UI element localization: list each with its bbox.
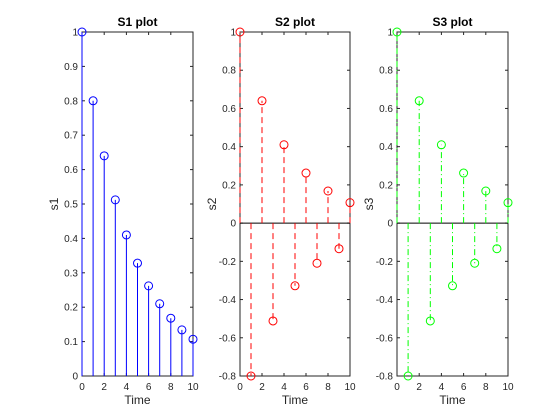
y-axis-label: s1 [47, 197, 61, 210]
chart-title: S2 plot [275, 15, 315, 29]
x-tick-label: 8 [325, 382, 331, 393]
y-tick-label: -0.8 [219, 372, 237, 383]
y-tick-label: 0.4 [379, 142, 393, 153]
y-tick-label: -0.6 [219, 333, 237, 344]
x-tick-label: 0 [79, 382, 85, 393]
stem-marker [177, 325, 187, 335]
axes-box [239, 31, 351, 377]
y-tick-label: 0 [230, 219, 236, 230]
y-tick-label: 0.2 [379, 180, 393, 191]
stem-marker [414, 96, 424, 106]
y-tick-label: 0.6 [64, 165, 78, 176]
chart-title: S1 plot [117, 15, 157, 29]
stem-marker [425, 316, 435, 326]
stem-marker [88, 96, 98, 106]
stem-marker [312, 258, 322, 268]
y-tick-label: -0.2 [219, 257, 237, 268]
y-tick-label: 0.6 [222, 104, 236, 115]
stem-marker [323, 186, 333, 196]
stem-marker [99, 151, 109, 161]
y-axis-label: s3 [362, 197, 376, 210]
subplot-s2: -0.8-0.6-0.4-0.200.20.40.60.810 2 4 6 8 10 S2… [205, 15, 356, 407]
y-tick-label: -0.6 [376, 333, 394, 344]
x-tick-label: 2 [259, 382, 265, 393]
y-tick-label: 0.4 [64, 234, 78, 245]
stem-marker [155, 299, 165, 309]
stem-marker [436, 140, 446, 150]
y-tick-label: 0.9 [64, 62, 78, 73]
axes-box [396, 31, 509, 377]
x-axis-label: Time [124, 393, 151, 407]
y-tick-label: 0.2 [222, 180, 236, 191]
y-tick-label: -0.8 [376, 372, 394, 383]
stem-marker [77, 27, 87, 37]
y-tick-label: 0.8 [379, 66, 393, 77]
stem-marker [492, 244, 502, 254]
y-tick-label: 1 [72, 28, 78, 39]
x-tick-label: 8 [168, 382, 174, 393]
y-tick-label: 0.6 [379, 104, 393, 115]
x-tick-label: 4 [124, 382, 130, 393]
y-tick-label: 0.3 [64, 268, 78, 279]
chart-title: S3 plot [432, 15, 472, 29]
x-tick-label: 4 [439, 382, 445, 393]
stem-marker [110, 195, 120, 205]
stem-marker [448, 281, 457, 291]
stem-marker [503, 198, 513, 208]
stem-marker [133, 258, 142, 268]
y-tick-label: -0.4 [376, 295, 394, 306]
y-tick-label: -0.4 [219, 295, 237, 306]
stem-marker [290, 281, 300, 291]
y-tick-label: 0 [387, 219, 393, 230]
x-tick-label: 10 [187, 382, 199, 393]
x-tick-label: 6 [461, 382, 467, 393]
y-tick-label: 0.8 [222, 66, 236, 77]
x-tick-label: 10 [502, 382, 514, 393]
stem-marker [246, 371, 256, 381]
stem-marker [188, 334, 198, 344]
stem-marker [121, 230, 131, 240]
stem-marker [257, 96, 267, 106]
y-tick-label: 0.7 [64, 131, 78, 142]
stem-marker [345, 198, 355, 208]
stem-marker [279, 140, 289, 150]
stem-marker [481, 186, 491, 196]
stem-marker [268, 316, 278, 326]
y-tick-label: 1 [387, 28, 393, 39]
x-tick-label: 4 [281, 382, 287, 393]
y-tick-label: 0.2 [64, 303, 78, 314]
stem-marker [166, 313, 176, 323]
x-tick-label: 10 [344, 382, 356, 393]
stem-marker [301, 168, 311, 178]
x-tick-label: 2 [416, 382, 422, 393]
y-axis-label: s2 [205, 197, 219, 210]
y-tick-label: 1 [230, 28, 236, 39]
x-axis-label: Time [439, 393, 466, 407]
y-tick-label: 0 [72, 372, 78, 383]
x-tick-label: 6 [146, 382, 152, 393]
x-tick-label: 0 [237, 382, 243, 393]
subplot-s1: 00.10.20.30.40.50.60.70.80.910 2 4 6 8 10 S1 … [47, 15, 199, 407]
x-tick-label: 6 [303, 382, 309, 393]
stem-marker [235, 27, 245, 37]
stem-marker [334, 244, 344, 254]
x-tick-label: 0 [394, 382, 400, 393]
stem-marker [459, 168, 469, 178]
x-tick-label: 8 [483, 382, 489, 393]
x-axis-label: Time [282, 393, 309, 407]
y-tick-label: 0.8 [64, 96, 78, 107]
subplot-s3: -0.8-0.6-0.4-0.200.20.40.60.810 2 4 6 8 10 S3… [362, 15, 514, 407]
stem-marker [392, 27, 402, 37]
y-tick-label: -0.2 [376, 257, 394, 268]
y-tick-label: 0.5 [64, 200, 78, 211]
y-tick-label: 0.1 [64, 337, 78, 348]
y-tick-label: 0.4 [222, 142, 236, 153]
stem-marker [470, 258, 480, 268]
x-tick-label: 2 [101, 382, 107, 393]
stem-marker [403, 371, 413, 381]
stem-marker [144, 281, 154, 291]
